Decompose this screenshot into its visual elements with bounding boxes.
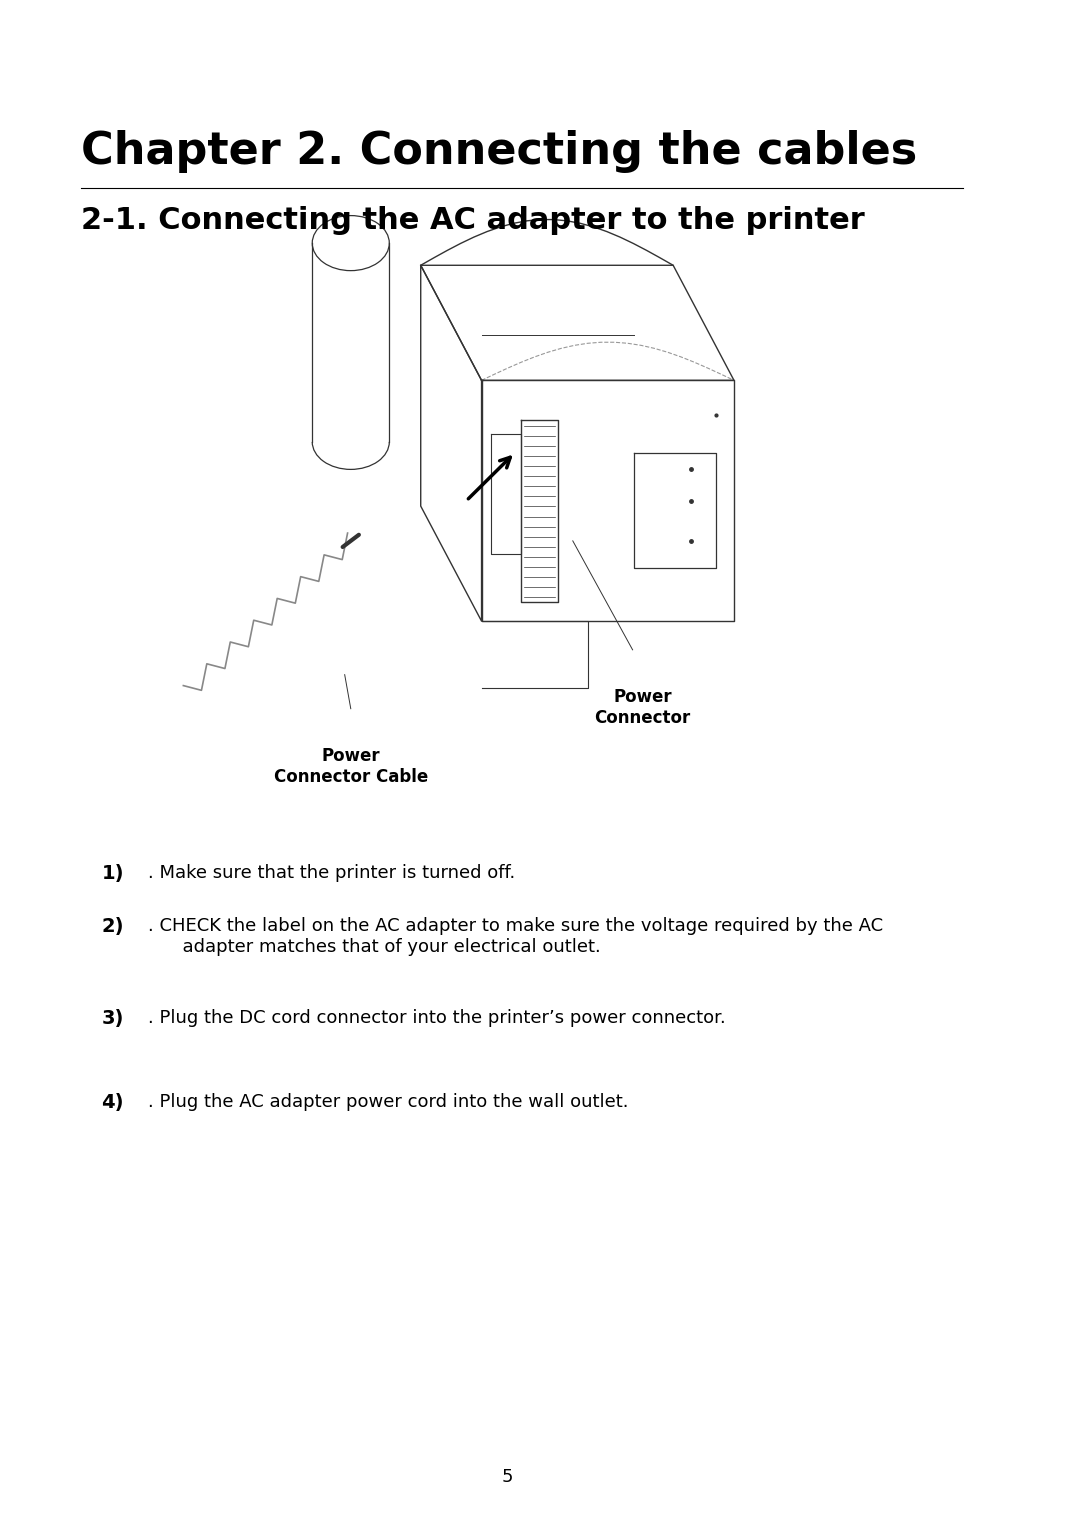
Text: Power
Connector Cable: Power Connector Cable — [273, 746, 428, 786]
Text: 2): 2) — [102, 917, 124, 936]
Text: 5: 5 — [501, 1468, 513, 1486]
Text: . Plug the AC adapter power cord into the wall outlet.: . Plug the AC adapter power cord into th… — [148, 1093, 629, 1112]
Text: . CHECK the label on the AC adapter to make sure the voltage required by the AC
: . CHECK the label on the AC adapter to m… — [148, 917, 883, 956]
Text: 4): 4) — [102, 1093, 124, 1112]
Text: Power
Connector: Power Connector — [595, 688, 691, 726]
Text: Chapter 2. Connecting the cables: Chapter 2. Connecting the cables — [81, 130, 917, 173]
Text: 3): 3) — [102, 1009, 124, 1027]
Text: . Make sure that the printer is turned off.: . Make sure that the printer is turned o… — [148, 864, 515, 882]
Text: . Plug the DC cord connector into the printer’s power connector.: . Plug the DC cord connector into the pr… — [148, 1009, 726, 1027]
Text: 1): 1) — [102, 864, 124, 882]
Text: 2-1. Connecting the AC adapter to the printer: 2-1. Connecting the AC adapter to the pr… — [81, 206, 865, 235]
